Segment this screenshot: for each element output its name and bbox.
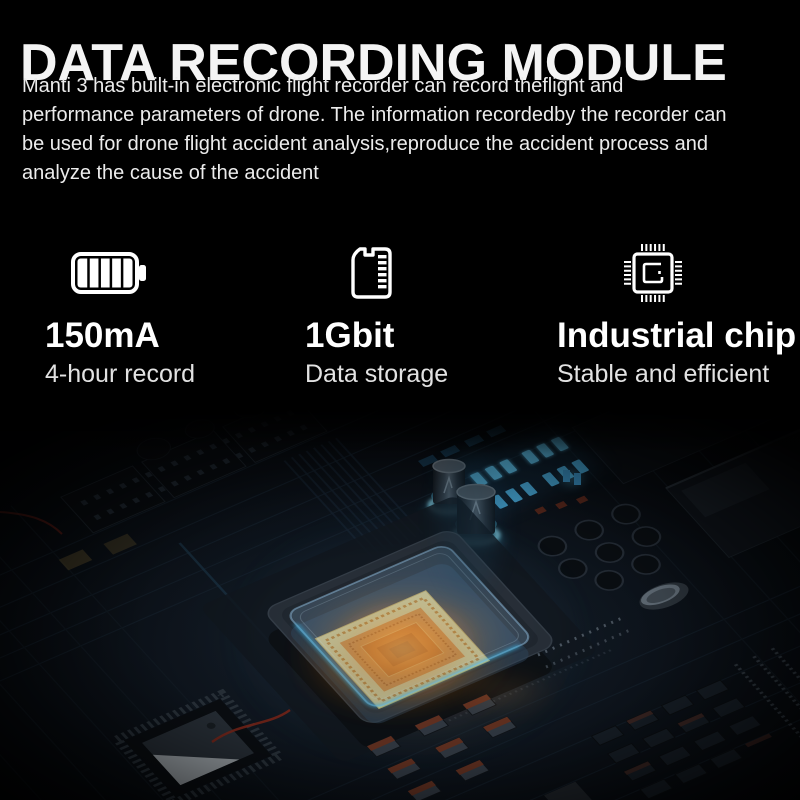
feature-battery: 150mA 4-hour record bbox=[45, 244, 295, 388]
feature-label: 4-hour record bbox=[45, 360, 196, 388]
description-line: Manti 3 has built-in electronic flight r… bbox=[22, 75, 624, 97]
description-line: performance parameters of drone. The inf… bbox=[22, 104, 727, 126]
feature-label: Stable and efficient bbox=[557, 360, 770, 388]
chip-icon-svg bbox=[624, 244, 682, 302]
page-title: DATA RECORDING MODULE bbox=[20, 33, 727, 92]
feature-value: Industrial chip bbox=[557, 316, 797, 355]
battery-icon-svg bbox=[71, 252, 146, 294]
feature-storage: 1Gbit Data storage bbox=[305, 244, 545, 388]
circuit-board-photo bbox=[0, 408, 800, 800]
top-blend bbox=[0, 408, 800, 454]
feature-label: Data storage bbox=[305, 360, 449, 388]
chip-icon bbox=[557, 244, 797, 302]
feature-value: 1Gbit bbox=[305, 316, 395, 355]
sd-card-icon bbox=[305, 244, 545, 302]
description: Manti 3 has built-in electronic flight r… bbox=[22, 72, 726, 188]
sd-card-icon-svg bbox=[351, 247, 392, 299]
circuit-board-scene bbox=[0, 408, 800, 800]
battery-icon bbox=[45, 244, 295, 302]
description-line: be used for drone flight accident analys… bbox=[22, 133, 708, 155]
feature-chip: Industrial chip Stable and efficient bbox=[557, 244, 797, 388]
vignette bbox=[0, 408, 800, 800]
description-line: analyze the cause of the accident bbox=[22, 162, 319, 184]
feature-value: 150mA bbox=[45, 316, 160, 355]
